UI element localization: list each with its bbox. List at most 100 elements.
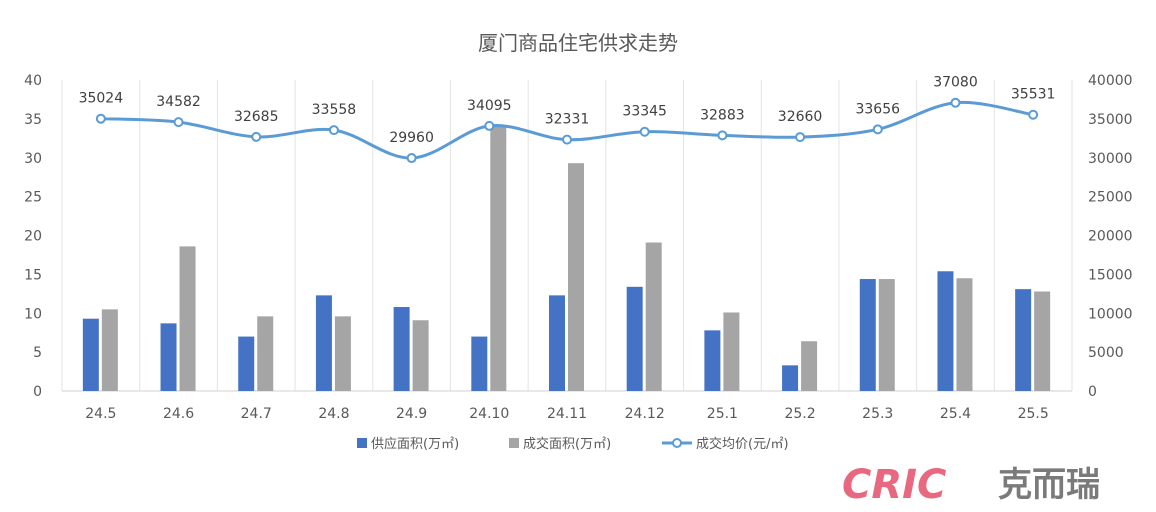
deal-bar: [801, 341, 818, 391]
price-marker: [717, 130, 728, 141]
supply-bar: [238, 336, 255, 391]
x-tick-label: 24.9: [396, 406, 427, 422]
price-data-label: 35024: [79, 91, 124, 107]
grid: [61, 80, 1073, 392]
deal-bar: [878, 279, 895, 391]
left-axis-ticks: 0 5 10 15 20 25 30 35 40: [24, 73, 42, 400]
supply-bar: [859, 279, 876, 391]
supply-bar: [471, 336, 488, 391]
logo-latin: CRIC: [842, 462, 946, 508]
right-tick-label: 15000: [1088, 267, 1133, 283]
x-tick-label: 24.5: [85, 406, 116, 422]
price-data-label: 32883: [700, 107, 745, 123]
price-marker: [950, 97, 961, 108]
deal-bar: [956, 278, 973, 391]
line-series: 35024 34582 32685 33558 29960 34095 32331 33345…: [79, 75, 1056, 164]
deal-bar: [101, 309, 118, 391]
chart-title: 厦门商品住宅供求走势: [478, 31, 678, 55]
legend-marker-price: [672, 438, 682, 448]
x-tick-label: 25.3: [862, 406, 893, 422]
right-tick-label: 40000: [1088, 73, 1133, 89]
deal-bar: [412, 320, 429, 391]
price-marker: [872, 124, 883, 135]
supply-bar: [160, 323, 177, 391]
bar-series: [82, 126, 1051, 392]
deal-bar: [257, 316, 274, 391]
x-tick-label: 24.7: [241, 406, 272, 422]
right-tick-label: 0: [1088, 384, 1097, 400]
price-marker: [1028, 109, 1039, 120]
right-axis-ticks: 0 5000 10000 15000 20000 25000 30000 35000 40000: [1088, 73, 1133, 400]
right-tick-label: 30000: [1088, 151, 1133, 167]
x-tick-label: 24.6: [163, 406, 194, 422]
price-data-label: 34095: [467, 98, 512, 114]
left-tick-label: 30: [24, 151, 42, 167]
supply-bar: [626, 286, 643, 391]
legend-swatch-supply: [357, 438, 367, 448]
left-tick-label: 5: [33, 345, 42, 361]
supply-bar: [704, 330, 721, 391]
price-marker: [251, 131, 262, 142]
supply-bar: [82, 318, 99, 391]
x-tick-label: 25.1: [707, 406, 738, 422]
price-data-label: 35531: [1011, 87, 1056, 103]
supply-bar: [937, 271, 954, 391]
right-tick-label: 25000: [1088, 190, 1133, 206]
legend-label-supply: 供应面积(万㎡): [371, 436, 459, 452]
price-data-label: 37080: [933, 75, 978, 91]
deal-bar: [723, 312, 740, 391]
supply-bar: [1015, 289, 1032, 391]
price-marker: [639, 126, 650, 137]
left-tick-label: 0: [33, 384, 42, 400]
x-tick-label: 25.2: [784, 406, 815, 422]
price-marker: [95, 113, 106, 124]
price-marker: [484, 120, 495, 131]
right-tick-label: 10000: [1088, 306, 1133, 322]
price-data-label: 29960: [389, 130, 434, 146]
deal-bar: [645, 242, 662, 391]
legend: 供应面积(万㎡) 成交面积(万㎡) 成交均价(元/㎡): [357, 436, 789, 452]
x-tick-label: 25.5: [1018, 406, 1049, 422]
supply-bar: [549, 295, 565, 391]
price-data-label: 34582: [156, 94, 201, 110]
x-tick-label: 24.12: [625, 406, 665, 422]
left-tick-label: 35: [24, 112, 42, 128]
x-tick-label: 24.8: [318, 406, 349, 422]
supply-bar: [393, 307, 410, 391]
deal-bar: [1034, 291, 1051, 391]
deal-bar: [334, 316, 351, 391]
legend-label-price: 成交均价(元/㎡): [696, 436, 789, 452]
legend-swatch-deal: [509, 438, 519, 448]
deal-bar: [179, 246, 196, 391]
price-marker: [173, 117, 184, 128]
left-tick-label: 40: [24, 73, 42, 89]
left-tick-label: 25: [24, 190, 42, 206]
left-tick-label: 10: [24, 306, 42, 322]
price-data-label: 32660: [778, 109, 823, 125]
right-tick-label: 20000: [1088, 229, 1133, 245]
x-axis-ticks: 24.5 24.6 24.7 24.8 24.9 24.10 24.11 24.12 25.1 2…: [85, 406, 1048, 422]
deal-bar: [568, 163, 584, 391]
logo-cjk: 克而瑞: [998, 465, 1100, 505]
supply-bar: [782, 365, 799, 391]
right-tick-label: 5000: [1088, 345, 1124, 361]
price-data-label: 32685: [234, 109, 279, 125]
supply-bar: [315, 295, 332, 391]
price-marker: [795, 132, 806, 143]
right-tick-label: 35000: [1088, 112, 1133, 128]
x-tick-label: 24.10: [469, 406, 509, 422]
price-data-label: 33558: [312, 102, 357, 118]
left-tick-label: 20: [24, 229, 42, 245]
deal-bar: [490, 126, 507, 392]
left-tick-label: 15: [24, 267, 42, 283]
price-marker: [406, 153, 417, 164]
x-tick-label: 25.4: [940, 406, 971, 422]
cric-logo: CRIC 克而瑞: [842, 462, 1100, 508]
price-marker: [328, 125, 339, 136]
price-data-label: 33656: [855, 101, 900, 117]
x-tick-label: 24.11: [547, 406, 587, 422]
price-marker: [562, 134, 572, 145]
legend-label-deal: 成交面积(万㎡): [523, 436, 611, 452]
price-data-label: 32331: [545, 112, 590, 128]
